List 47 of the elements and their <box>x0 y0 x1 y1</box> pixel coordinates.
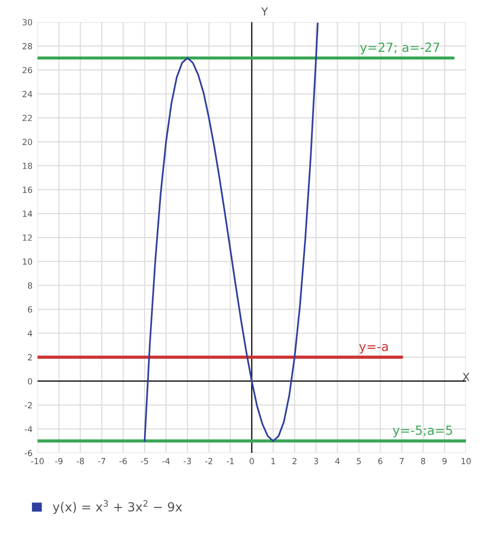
y-tick-label: 18 <box>22 162 32 169</box>
y-tick-label: 22 <box>22 114 32 122</box>
x-tick-label: -1 <box>226 458 234 464</box>
y-tick-label: 20 <box>22 138 32 146</box>
y-tick-label: -6 <box>24 450 32 456</box>
line-series <box>144 22 319 442</box>
y-tick-label: 4 <box>28 330 32 336</box>
y-tick-label: -2 <box>24 402 32 408</box>
y-tick-label: 16 <box>22 186 32 193</box>
x-tick-label: -2 <box>205 458 212 464</box>
y-tick-label: 0 <box>28 378 32 384</box>
y-tick-label: 10 <box>22 258 32 265</box>
y-tick-label: 28 <box>22 43 32 50</box>
series-label: y=-a <box>359 344 388 354</box>
x-axis-title: X <box>462 372 470 381</box>
x-tick-label: 3 <box>314 458 318 464</box>
y-tick-label: -4 <box>24 426 32 432</box>
y-tick-label: 12 <box>22 234 32 241</box>
x-tick-label: -8 <box>76 458 84 464</box>
x-tick-label: -9 <box>55 458 62 464</box>
y-axis-title: Y <box>261 7 268 16</box>
legend-label: y(x) = x$^{3}$ + 3x$^{2}$ − 9x <box>52 500 182 514</box>
x-tick-label: 9 <box>442 458 447 464</box>
x-tick-label: -3 <box>184 458 191 464</box>
x-tick-label: -7 <box>98 458 106 464</box>
x-tick-label: 4 <box>335 458 340 464</box>
x-tick-label: -4 <box>162 458 170 464</box>
x-tick-label: 5 <box>356 458 361 464</box>
x-tick-label: 10 <box>462 458 471 464</box>
x-tick-label: -5 <box>140 458 148 464</box>
y-tick-label: 14 <box>22 210 32 217</box>
y-tick-label: 2 <box>28 354 32 360</box>
x-tick-label: -10 <box>31 458 44 464</box>
x-tick-label: 6 <box>378 458 382 464</box>
series-label: y=27; a=-27 <box>360 42 440 54</box>
y-tick-label: 26 <box>22 66 32 74</box>
x-tick-label: 2 <box>292 458 296 464</box>
x-tick-label: -6 <box>119 458 127 464</box>
x-tick-label: 1 <box>271 458 276 464</box>
x-tick-label: 7 <box>400 458 404 464</box>
x-tick-label: 8 <box>421 458 426 464</box>
y-tick-label: 30 <box>22 19 32 26</box>
y-tick-label: 6 <box>28 306 32 313</box>
y-tick-label: 8 <box>28 282 32 289</box>
y-tick-label: 24 <box>22 90 32 98</box>
series-label: y=-5;a=5 <box>392 426 452 438</box>
x-tick-label: 0 <box>250 458 254 464</box>
